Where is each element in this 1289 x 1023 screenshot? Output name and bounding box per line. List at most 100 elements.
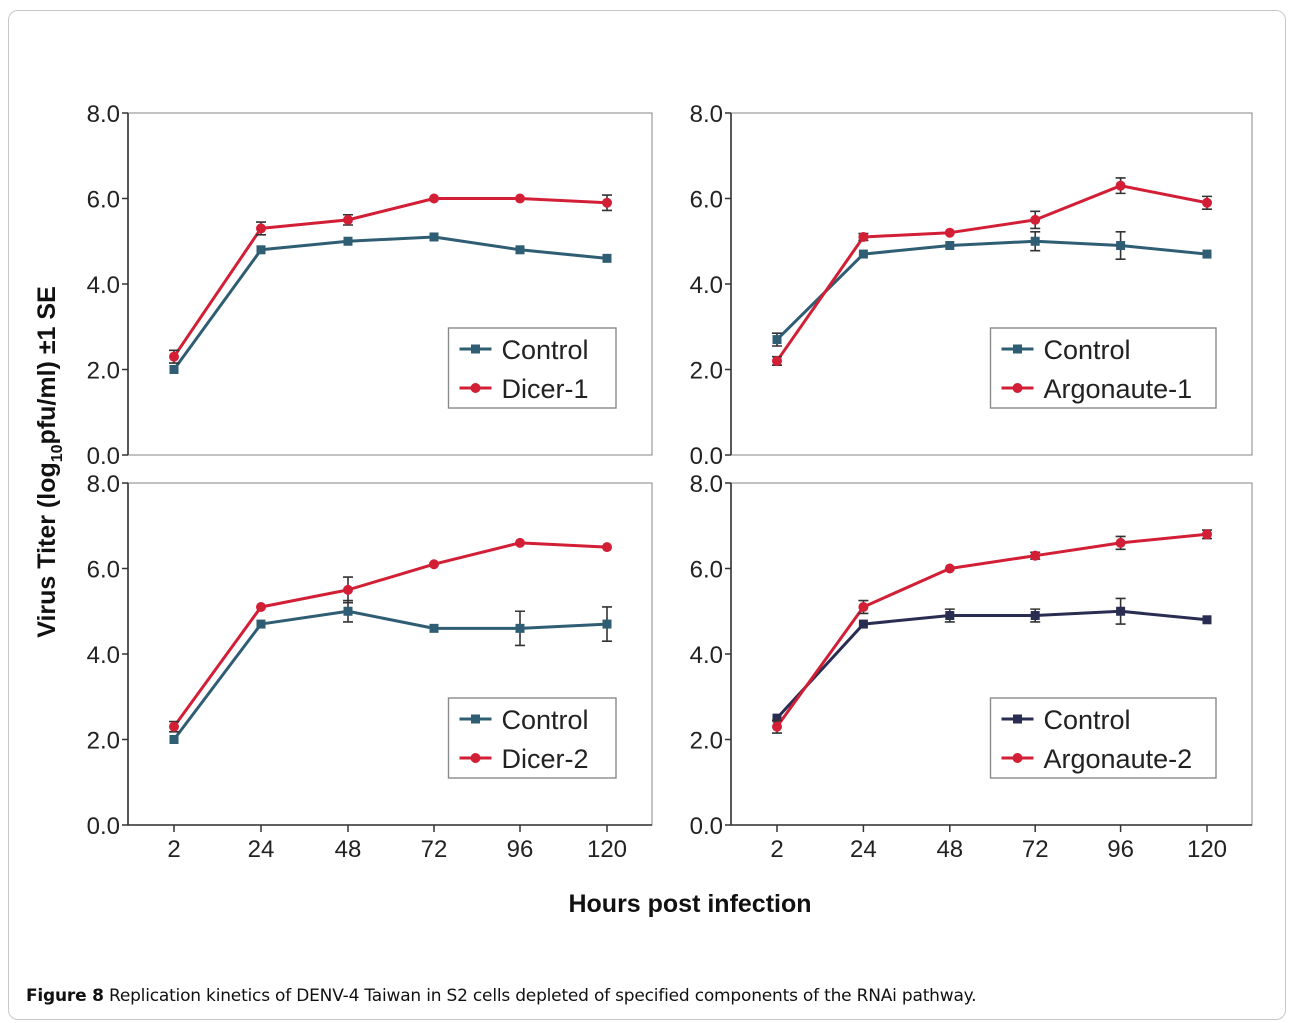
x-tick-label: 120: [1187, 836, 1227, 863]
data-point: [169, 365, 179, 374]
y-tick-label: 4.0: [690, 642, 723, 669]
figure-panels: 0.0 2.0 4.0 6.0 8.0 Control Dicer-1 0.0 2.0 4.0 6.…: [33, 101, 1253, 918]
data-point: [343, 236, 353, 246]
y-tick-label: 6.0: [690, 557, 723, 584]
series-line: [775, 239, 1208, 341]
y-tick-label: 2.0: [690, 728, 723, 755]
y-tick-label: 2.0: [87, 728, 120, 755]
figure-caption: Figure 8 Replication kinetics of DENV-4 …: [26, 986, 977, 1006]
y-tick-label: 8.0: [690, 101, 723, 128]
legend: Control Dicer-2: [447, 697, 617, 779]
data-point: [1116, 241, 1126, 251]
data-point: [256, 245, 266, 255]
series-line: [172, 235, 608, 371]
x-tick-label: 96: [507, 836, 534, 863]
y-tick-label: 4.0: [690, 272, 723, 299]
x-axis-title: Hours post infection: [568, 890, 811, 918]
data-point: [429, 232, 439, 242]
x-tick-label: 48: [936, 836, 963, 863]
series-dicer-1: [169, 193, 612, 364]
y-tick-label: 4.0: [87, 642, 120, 669]
data-point: [944, 227, 955, 238]
chart-panel-bottom-left: 0.0 2.0 4.0 6.0 8.0 2 24 48 72 96 120 Control Dicer-…: [87, 471, 653, 863]
legend-entry: Control: [1044, 335, 1131, 365]
data-point: [1030, 214, 1041, 225]
x-tick-label: 120: [587, 836, 627, 863]
x-tick-label: 48: [335, 836, 362, 863]
series-dicer-2: [169, 537, 612, 733]
legend-swatch-marker: [1013, 344, 1022, 354]
data-point: [515, 193, 525, 204]
data-point: [602, 542, 612, 553]
series-control: [169, 599, 612, 744]
x-tick-label: 96: [1107, 836, 1134, 863]
data-point: [1030, 611, 1040, 621]
data-point: [1030, 550, 1041, 561]
y-tick-label: 8.0: [690, 471, 723, 498]
data-point: [256, 223, 266, 234]
legend-box: [447, 327, 617, 409]
data-point: [1115, 180, 1126, 191]
data-point: [343, 584, 353, 595]
data-point: [429, 559, 439, 570]
data-point: [945, 611, 955, 621]
y-tick-label: 2.0: [690, 358, 723, 385]
legend-swatch-marker: [1012, 383, 1023, 393]
legend-box: [989, 697, 1217, 779]
data-point: [429, 623, 439, 633]
chart-panel-bottom-right: 0.0 2.0 4.0 6.0 8.0 2 24 48 72 96 120 Control Argona…: [690, 471, 1253, 863]
series-line: [172, 197, 608, 358]
data-point: [772, 335, 782, 345]
series-line: [172, 609, 608, 741]
data-point: [256, 619, 266, 629]
legend-entry: Control: [502, 335, 589, 365]
data-point: [429, 193, 439, 204]
data-point: [169, 351, 179, 362]
legend: Control Dicer-1: [447, 327, 617, 409]
series-control: [772, 597, 1212, 723]
data-point: [1202, 249, 1212, 259]
y-tick-label: 6.0: [690, 187, 723, 214]
legend-entry: Dicer-2: [502, 744, 589, 774]
chart-panel-top-left: 0.0 2.0 4.0 6.0 8.0 Control Dicer-1: [87, 101, 653, 470]
data-point: [1202, 197, 1212, 208]
y-tick-label: 2.0: [87, 358, 120, 385]
data-point: [1202, 615, 1212, 625]
figure-frame: [8, 10, 1286, 1020]
series-line: [775, 184, 1208, 362]
series-line: [775, 532, 1208, 728]
legend-entry: Control: [1044, 705, 1131, 735]
data-point: [602, 197, 612, 208]
legend-swatch-marker: [471, 344, 480, 354]
legend-box: [447, 697, 617, 779]
series-control: [772, 231, 1212, 347]
data-point: [515, 537, 525, 548]
y-tick-label: 6.0: [87, 187, 120, 214]
y-tick-label: 0.0: [690, 813, 723, 840]
data-point: [169, 735, 179, 744]
legend-entry: Control: [502, 705, 589, 735]
x-tick-label: 24: [850, 836, 877, 863]
x-tick-label: 72: [1022, 836, 1049, 863]
data-point: [602, 253, 612, 263]
data-point: [858, 249, 868, 259]
legend-swatch-marker: [470, 753, 481, 763]
data-point: [858, 231, 869, 242]
data-point: [256, 601, 266, 612]
x-tick-label: 24: [248, 836, 275, 863]
legend-box: [989, 327, 1217, 409]
chart-panel-top-right: 0.0 2.0 4.0 6.0 8.0 Control Argonaute-1: [690, 101, 1253, 470]
data-point: [602, 619, 612, 629]
data-point: [1115, 537, 1126, 548]
series-control: [169, 232, 612, 374]
data-point: [858, 601, 869, 612]
y-tick-label: 0.0: [87, 813, 120, 840]
caption-text: Replication kinetics of DENV-4 Taiwan in…: [103, 986, 977, 1006]
data-point: [343, 214, 353, 225]
x-tick-label: 72: [421, 836, 448, 863]
data-point: [858, 619, 868, 629]
data-point: [772, 713, 782, 723]
data-point: [772, 721, 782, 732]
legend-entry: Argonaute-1: [1044, 374, 1193, 404]
legend-swatch-marker: [471, 714, 480, 724]
